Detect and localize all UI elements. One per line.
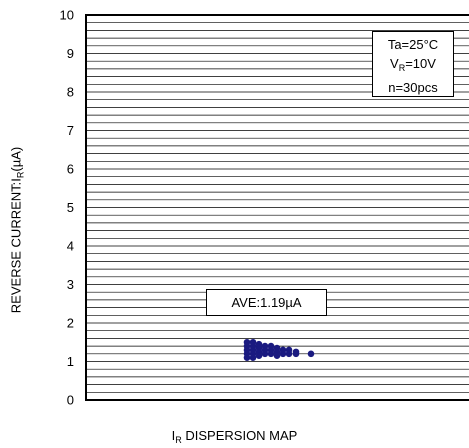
y-tick-label: 4	[67, 239, 74, 254]
y-tick-label: 6	[67, 162, 74, 177]
data-point	[273, 352, 281, 360]
y-tick-label: 10	[60, 8, 74, 23]
data-point	[279, 350, 287, 358]
data-point	[261, 350, 269, 358]
data-point	[292, 350, 300, 358]
y-tick-label: 9	[67, 46, 74, 61]
average-annotation: AVE:1.19µA	[206, 289, 327, 316]
y-tick-label: 3	[67, 277, 74, 292]
conditions-box: Ta=25°C VR=10V n=30pcs	[372, 31, 454, 97]
data-point	[249, 354, 257, 361]
y-axis-label: REVERSE CURRENT:IR(µA)	[8, 146, 26, 314]
data-point	[255, 352, 263, 360]
condition-voltage: VR=10V	[390, 56, 436, 73]
data-points	[243, 338, 315, 361]
y-tick-label: 5	[67, 200, 74, 215]
y-tick-label: 7	[67, 123, 74, 138]
y-tick-label: 1	[67, 354, 74, 369]
y-tick-label: 2	[67, 316, 74, 331]
y-tick-label: 8	[67, 85, 74, 100]
condition-sample-count: n=30pcs	[388, 80, 438, 95]
plot-frame	[85, 14, 469, 401]
y-axis-ticks: 0 1 2 3 4 5 6 7 8 9 10	[60, 8, 74, 408]
x-axis-label: IR DISPERSION MAP	[171, 428, 298, 445]
data-point	[267, 350, 275, 358]
data-point	[307, 350, 315, 358]
data-point	[285, 350, 293, 358]
data-point	[243, 354, 251, 361]
y-tick-label: 0	[67, 393, 74, 408]
condition-temperature: Ta=25°C	[387, 37, 439, 52]
